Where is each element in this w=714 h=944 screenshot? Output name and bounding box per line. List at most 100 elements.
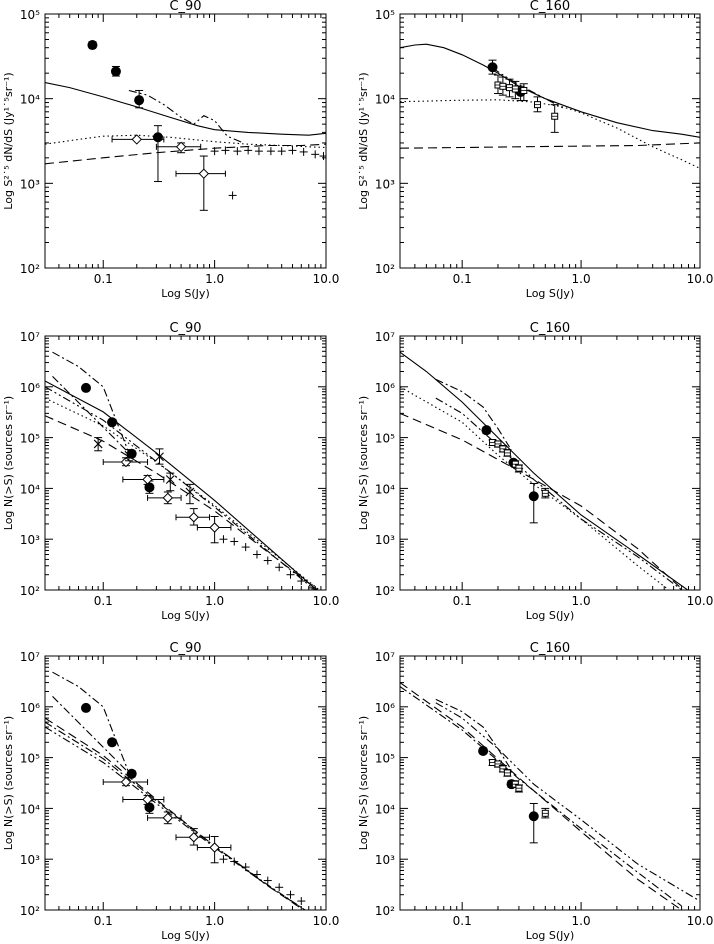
data-point-filled-circle: [487, 62, 498, 73]
data-point-diamond: [188, 512, 199, 523]
y-tick-label: 10⁵: [20, 8, 40, 22]
y-tick-label: 10²: [20, 262, 40, 276]
series-line-dashed: [400, 412, 684, 590]
data-point-diamond: [142, 474, 153, 485]
series-line-dashed: [400, 142, 700, 149]
chart-title: C_160: [530, 641, 570, 656]
y-axis-label: Log N(>S) (sources sr⁻¹): [357, 716, 370, 850]
y-tick-label: 10⁷: [20, 330, 40, 344]
series-line-dotted: [45, 397, 321, 590]
chart-panel-4: 0.1 1.0 10.0 10² 10³ 10⁴ 10⁵ 10⁶ 10⁷ C_160 Log S(J…: [357, 321, 713, 622]
x-tick-label: 0.1: [453, 272, 472, 286]
y-axis-label: Log S²˙⁵ dN/dS (Jy¹˙⁵sr⁻¹): [2, 72, 15, 209]
data-point-filled-circle: [80, 382, 91, 393]
y-tick-label: 10⁵: [20, 432, 40, 446]
data-point-filled-circle: [528, 811, 539, 822]
series-line-dashdot: [435, 698, 510, 768]
y-axis-label: Log N(>S) (sources sr⁻¹): [2, 716, 15, 850]
y-tick-label: 10⁶: [20, 381, 40, 395]
data-point-cross: [185, 487, 195, 497]
y-tick-label: 10⁷: [20, 650, 40, 664]
x-tick-label: 0.1: [453, 594, 472, 608]
data-point-cross: [93, 439, 103, 449]
x-tick-label: 10.0: [687, 594, 714, 608]
plot-area: [400, 351, 689, 590]
series-line-dashed: [400, 682, 682, 910]
data-point-diamond: [209, 522, 220, 533]
y-tick-label: 10⁷: [375, 650, 395, 664]
y-tick-label: 10⁶: [20, 701, 40, 715]
y-tick-label: 10⁴: [375, 93, 395, 107]
data-point-filled-circle: [87, 40, 98, 51]
x-axis-label: Log S(Jy): [526, 929, 574, 942]
series-line-dashdotdot: [435, 702, 700, 902]
chart-title: C_160: [530, 321, 570, 336]
x-tick-label: 0.1: [94, 594, 113, 608]
series-line-solid: [45, 82, 326, 136]
x-tick-label: 1.0: [572, 914, 591, 928]
y-tick-label: 10²: [375, 584, 395, 598]
data-point-diamond: [131, 134, 142, 145]
x-axis-label: Log S(Jy): [526, 609, 574, 622]
data-point-filled-circle: [110, 66, 121, 77]
plot-frame: [399, 335, 701, 591]
y-tick-label: 10⁴: [375, 802, 395, 816]
y-tick-label: 10²: [375, 904, 395, 918]
data-point-filled-circle: [478, 745, 489, 756]
series-line-dotted: [400, 99, 700, 169]
data-point-filled-circle: [134, 95, 145, 106]
x-tick-label: 0.1: [94, 914, 113, 928]
plot-frame: [44, 655, 327, 911]
y-tick-label: 10²: [20, 904, 40, 918]
series-line-dashdotdot: [45, 386, 316, 590]
y-tick-label: 10⁵: [20, 752, 40, 766]
y-tick-label: 10⁵: [375, 752, 395, 766]
chart-title: C_160: [530, 0, 570, 14]
series-line-dashdot: [45, 721, 307, 910]
x-tick-label: 10.0: [687, 272, 714, 286]
y-tick-label: 10²: [375, 262, 395, 276]
x-tick-label: 10.0: [313, 272, 340, 286]
data-point-filled-circle: [144, 482, 155, 493]
data-point-diamond: [162, 812, 174, 824]
series-line-dashdotdot: [45, 726, 307, 910]
plot-area: [45, 351, 321, 590]
y-tick-label: 10²: [20, 584, 40, 598]
x-tick-label: 1.0: [205, 594, 224, 608]
chart-title: C_90: [169, 0, 201, 14]
chart-panel-6: 0.1 1.0 10.0 10² 10³ 10⁴ 10⁵ 10⁶ 10⁷ C_160 Log S(J…: [357, 641, 713, 942]
y-tick-label: 10⁶: [375, 701, 395, 715]
data-point-filled-circle: [152, 132, 163, 143]
series-line-solid: [400, 351, 689, 590]
x-axis-label: Log S(Jy): [161, 609, 209, 622]
y-tick-label: 10³: [20, 533, 40, 547]
chart-title: C_90: [169, 641, 201, 656]
y-tick-label: 10⁵: [375, 432, 395, 446]
series-line-dashdot: [52, 351, 130, 454]
plot-area: [400, 43, 700, 169]
plot-frame: [44, 335, 327, 591]
x-tick-label: 1.0: [205, 914, 224, 928]
data-point-filled-circle: [144, 802, 155, 813]
y-tick-label: 10⁴: [20, 482, 40, 496]
data-point-cross: [165, 475, 175, 484]
chart-panel-2: 0.1 1.0 10.0 10² 10³ 10⁴ 10⁵ C_160 Log S(Jy) Log …: [357, 0, 713, 300]
y-axis-label: Log S²˙⁵ dN/dS (Jy¹˙⁵sr⁻¹): [357, 72, 370, 209]
data-point-filled-circle: [107, 737, 118, 748]
y-tick-label: 10⁶: [375, 381, 395, 395]
plot-frame: [399, 13, 701, 269]
y-tick-label: 10⁷: [375, 330, 395, 344]
series-line-dashdot: [52, 671, 130, 774]
series-line-dashdot: [435, 378, 510, 448]
chart-panel-1: 0.1 1.0 10.0 10² 10³ 10⁴ 10⁵ C_90 Log S(Jy) Log S…: [2, 0, 339, 300]
series-line-dashdot: [400, 686, 682, 907]
x-axis-label: Log S(Jy): [161, 929, 209, 942]
x-tick-label: 10.0: [313, 594, 340, 608]
y-tick-label: 10³: [375, 853, 395, 867]
y-tick-label: 10³: [20, 177, 40, 191]
y-tick-label: 10⁴: [20, 93, 40, 107]
data-point-filled-circle: [528, 491, 539, 502]
x-tick-label: 0.1: [94, 272, 113, 286]
y-tick-label: 10⁴: [20, 802, 40, 816]
